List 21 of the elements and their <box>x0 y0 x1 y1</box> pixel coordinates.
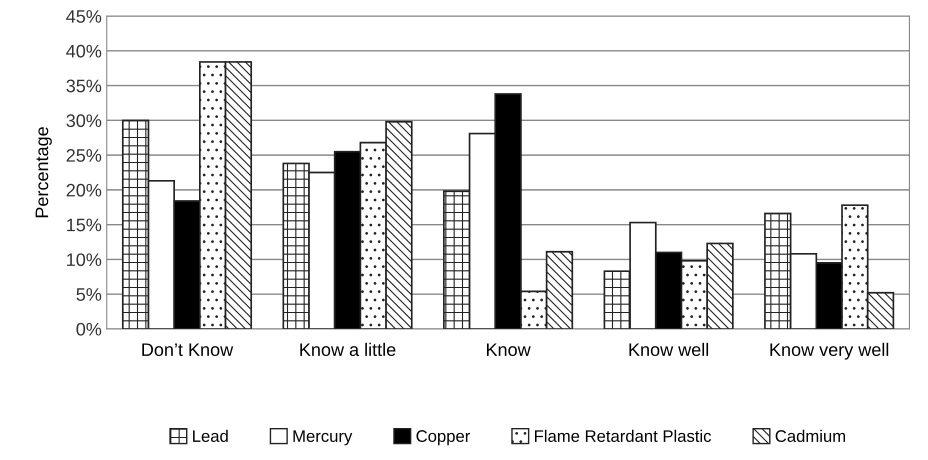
y-tick-label: 0% <box>76 322 102 336</box>
y-tick-label: 40% <box>66 44 102 58</box>
y-tick-label: 35% <box>66 80 102 92</box>
x-tick-label: Know a little <box>300 342 396 356</box>
y-tick-label: 45% <box>66 10 102 23</box>
y-tick-label: 5% <box>76 288 102 301</box>
legend-label: Mercury <box>293 430 352 446</box>
y-tick-label: 25% <box>66 149 102 162</box>
x-tick-label: Know well <box>629 342 708 356</box>
x-tick-label: Know very well <box>770 342 888 360</box>
x-tick-label: Don’t Know <box>142 343 234 356</box>
legend-label: Lead <box>193 430 228 442</box>
y-tick-label: 20% <box>66 184 102 197</box>
legend-label: Flame Retardant Plastic <box>535 430 712 442</box>
legend-label: Cadmium <box>776 430 846 442</box>
y-tick-label: 30% <box>66 114 102 128</box>
y-tick-label: 15% <box>67 218 102 232</box>
x-tick-label: Know <box>486 343 531 356</box>
y-tick-label: 10% <box>67 253 102 266</box>
y-axis-title: Percentage <box>36 127 52 218</box>
legend-label: Copper <box>416 430 470 446</box>
